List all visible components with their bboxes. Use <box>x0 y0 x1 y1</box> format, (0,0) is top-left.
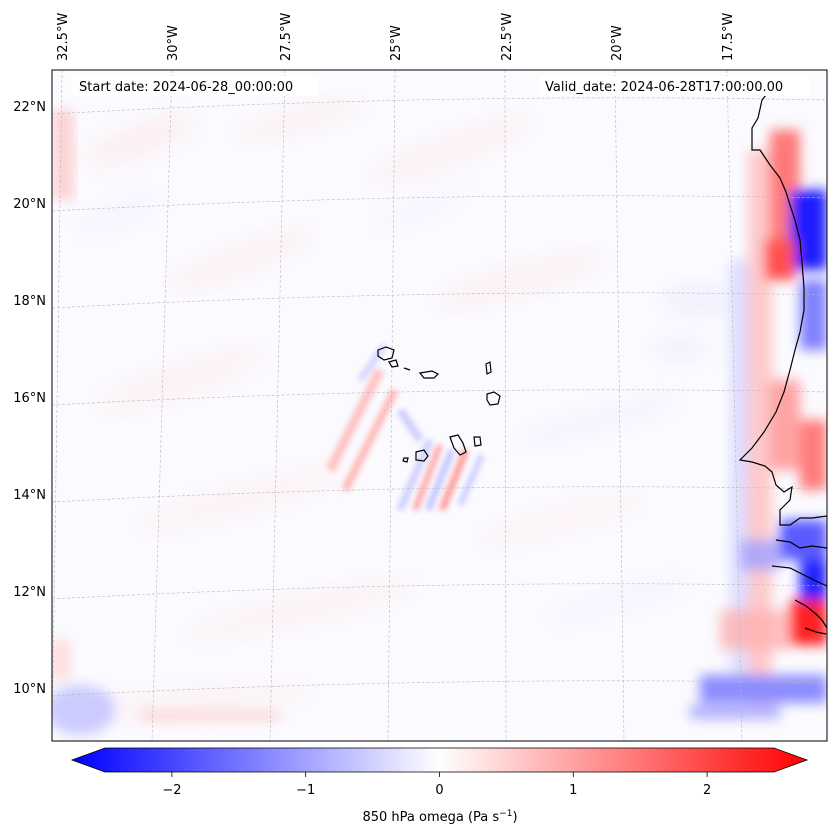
map-frame <box>51 69 828 742</box>
valid-date-label: Valid_date: 2024-06-28T17:00:00.00 <box>545 80 783 95</box>
lat-label: 14°N <box>13 488 46 503</box>
colorbar-ticks: −2 −1 0 1 2 <box>162 772 711 798</box>
coastline <box>377 89 827 635</box>
lon-label: 17.5°W <box>721 13 736 61</box>
map-panel: Start date: 2024-06-28_00:00:00 Valid_da… <box>51 69 828 742</box>
lon-label: 20°W <box>610 25 625 61</box>
lon-label: 32.5°W <box>56 13 71 61</box>
lat-label: 22°N <box>13 100 46 115</box>
latitude-labels: 22°N 20°N 18°N 16°N 14°N 12°N 10°N <box>13 100 46 697</box>
lon-label: 27.5°W <box>279 13 294 61</box>
colorbar-tick-label: 0 <box>435 783 443 798</box>
colorbar-body <box>70 747 809 773</box>
lon-label: 25°W <box>389 25 404 61</box>
colorbar-tick-label: 1 <box>569 783 577 798</box>
colorbar-tick-label: 2 <box>703 783 711 798</box>
lat-label: 16°N <box>13 391 46 406</box>
lon-label: 22.5°W <box>500 13 515 61</box>
lat-label: 10°N <box>13 682 46 697</box>
map-background <box>52 70 827 741</box>
colorbar-label: 850 hPa omega (Pa s−1) <box>362 809 517 825</box>
colorbar-tick-label: −2 <box>162 783 181 798</box>
start-date-box <box>72 76 318 96</box>
lon-label: 30°W <box>166 25 181 61</box>
lat-label: 18°N <box>13 294 46 309</box>
start-date-label: Start date: 2024-06-28_00:00:00 <box>79 80 293 95</box>
lat-label: 20°N <box>13 197 46 212</box>
graticule <box>52 70 827 741</box>
lat-label: 12°N <box>13 585 46 600</box>
colorbar-tick-label: −1 <box>296 783 315 798</box>
longitude-labels: 32.5°W 30°W 27.5°W 25°W 22.5°W 20°W 17.5… <box>56 13 736 61</box>
valid-date-box <box>540 76 810 96</box>
colorbar: −2 −1 0 1 2 850 hPa omega (Pa s−1) <box>70 747 809 825</box>
